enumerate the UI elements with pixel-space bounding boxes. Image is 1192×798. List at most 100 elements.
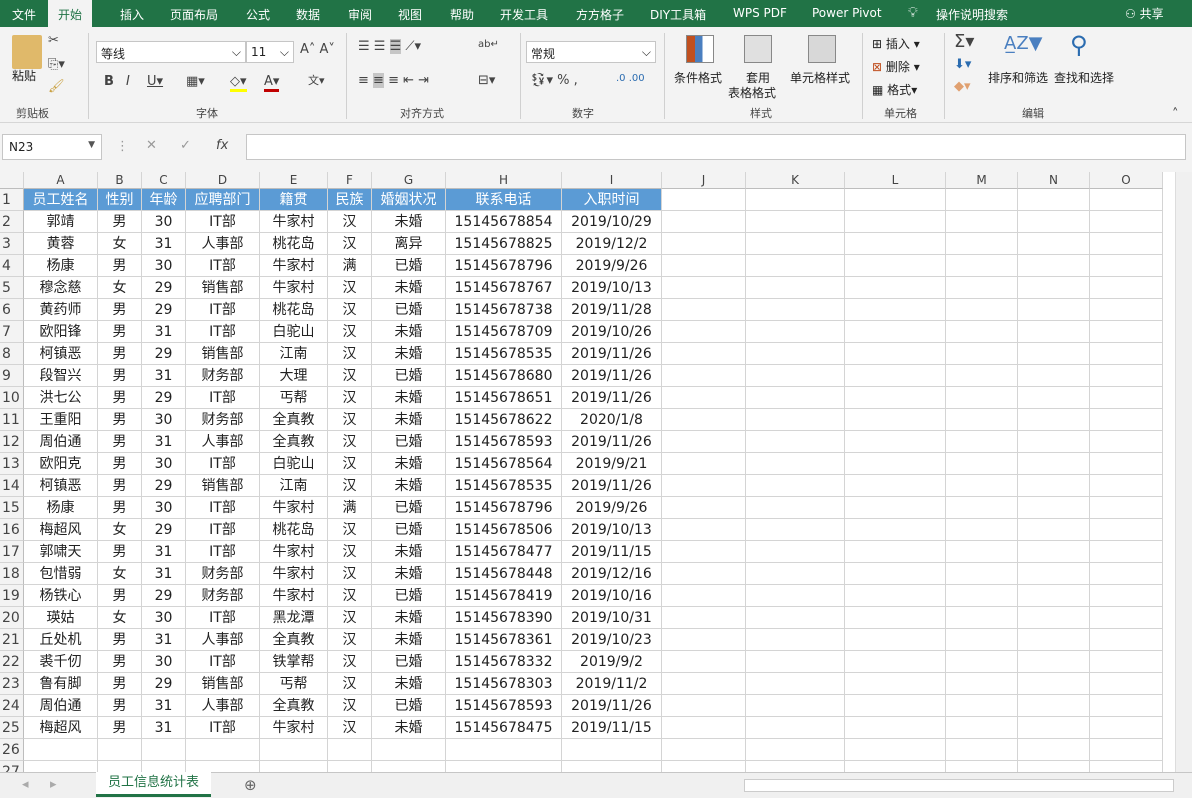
cell[interactable]: 15145678709 (446, 321, 562, 343)
table-format-icon[interactable] (744, 35, 772, 63)
cell[interactable] (746, 497, 845, 519)
cancel-icon[interactable]: ✕ (146, 138, 157, 153)
cell[interactable]: 男 (98, 431, 142, 453)
cell[interactable]: 已婚 (372, 695, 446, 717)
cell[interactable]: 段智兴 (24, 365, 98, 387)
cell[interactable]: 女 (98, 563, 142, 585)
cell[interactable] (24, 739, 98, 761)
cell[interactable] (746, 695, 845, 717)
cell[interactable] (662, 409, 746, 431)
clear-icon[interactable]: ◆▾ (954, 79, 971, 94)
cell[interactable] (1018, 607, 1090, 629)
cell[interactable] (1090, 233, 1163, 255)
cell[interactable]: 梅超风 (24, 519, 98, 541)
cell[interactable] (1018, 519, 1090, 541)
cell[interactable]: 人事部 (186, 431, 260, 453)
cell[interactable] (845, 343, 946, 365)
cell[interactable]: 男 (98, 629, 142, 651)
cell[interactable]: 杨康 (24, 255, 98, 277)
cell[interactable] (328, 739, 372, 761)
row-header[interactable]: 13 (0, 453, 24, 475)
cell[interactable]: IT部 (186, 255, 260, 277)
cell[interactable] (1018, 717, 1090, 739)
cell[interactable] (98, 761, 142, 772)
cell[interactable] (1090, 717, 1163, 739)
cell[interactable] (845, 431, 946, 453)
cell[interactable]: 江南 (260, 343, 328, 365)
row-header[interactable]: 7 (0, 321, 24, 343)
cell[interactable]: 铁掌帮 (260, 651, 328, 673)
cell[interactable]: 柯镇恶 (24, 475, 98, 497)
cell[interactable] (446, 761, 562, 772)
cell[interactable]: 2019/9/26 (562, 255, 662, 277)
cell[interactable]: 财务部 (186, 409, 260, 431)
cell[interactable]: 牛家村 (260, 541, 328, 563)
table-header-cell[interactable]: 入职时间 (562, 189, 662, 211)
cell[interactable] (1018, 211, 1090, 233)
cell[interactable]: 汉 (328, 629, 372, 651)
cell[interactable] (946, 585, 1018, 607)
cell[interactable]: 销售部 (186, 475, 260, 497)
column-header-A[interactable]: A (24, 172, 98, 189)
cell[interactable]: 已婚 (372, 299, 446, 321)
conditional-format-button[interactable]: 条件格式 (674, 71, 723, 85)
cell[interactable]: 31 (142, 717, 186, 739)
cell[interactable]: 财务部 (186, 585, 260, 607)
cell[interactable]: 满 (328, 497, 372, 519)
cell[interactable] (1090, 299, 1163, 321)
cell[interactable] (1090, 651, 1163, 673)
cell[interactable]: 男 (98, 717, 142, 739)
cell[interactable]: 黄药师 (24, 299, 98, 321)
cell[interactable] (186, 739, 260, 761)
cell[interactable]: IT部 (186, 497, 260, 519)
cell[interactable]: 汉 (328, 695, 372, 717)
cell[interactable]: 2019/9/26 (562, 497, 662, 519)
name-box[interactable]: N23 ▼ (2, 134, 102, 160)
wrap-text-icon[interactable]: ab↵ (478, 39, 499, 50)
cell[interactable]: 2019/11/26 (562, 695, 662, 717)
cell[interactable]: 15145678535 (446, 475, 562, 497)
cell[interactable]: 汉 (328, 453, 372, 475)
cell[interactable]: 汉 (328, 233, 372, 255)
cell[interactable]: IT部 (186, 519, 260, 541)
cell[interactable] (746, 717, 845, 739)
cell[interactable]: 大理 (260, 365, 328, 387)
align-top-icon[interactable]: ☰ ☰ ☰ ⟋▾ (358, 39, 421, 54)
cell[interactable] (662, 629, 746, 651)
cell[interactable] (746, 519, 845, 541)
cell[interactable]: 汉 (328, 277, 372, 299)
paste-button[interactable]: 粘贴 (12, 69, 37, 83)
cell[interactable] (662, 453, 746, 475)
cell[interactable] (946, 277, 1018, 299)
cell[interactable]: 女 (98, 607, 142, 629)
cell[interactable] (746, 189, 845, 211)
cell[interactable]: 未婚 (372, 321, 446, 343)
cell[interactable] (746, 233, 845, 255)
cell[interactable]: 汉 (328, 717, 372, 739)
cell[interactable] (1090, 497, 1163, 519)
cell[interactable] (1018, 409, 1090, 431)
decimal-icon[interactable]: .0 .00 (616, 73, 645, 84)
cell[interactable] (662, 365, 746, 387)
cell[interactable] (1018, 321, 1090, 343)
table-header-cell[interactable]: 民族 (328, 189, 372, 211)
cell[interactable]: 女 (98, 233, 142, 255)
cell[interactable] (946, 739, 1018, 761)
tab-6[interactable]: 审阅 (348, 8, 373, 22)
cell[interactable] (845, 277, 946, 299)
cell[interactable] (1090, 629, 1163, 651)
cell[interactable] (1090, 563, 1163, 585)
autosum-icon[interactable]: Σ▾ (954, 31, 975, 52)
cell[interactable] (946, 431, 1018, 453)
cell[interactable] (1090, 321, 1163, 343)
cell[interactable]: 男 (98, 387, 142, 409)
cell[interactable] (946, 563, 1018, 585)
cell[interactable] (662, 717, 746, 739)
cell[interactable]: 汉 (328, 541, 372, 563)
cell[interactable]: 31 (142, 365, 186, 387)
font-size-select[interactable]: 11 ⌵ (246, 41, 294, 63)
cell[interactable] (845, 563, 946, 585)
cell[interactable]: 汉 (328, 475, 372, 497)
cell[interactable] (662, 343, 746, 365)
cell[interactable]: 未婚 (372, 409, 446, 431)
